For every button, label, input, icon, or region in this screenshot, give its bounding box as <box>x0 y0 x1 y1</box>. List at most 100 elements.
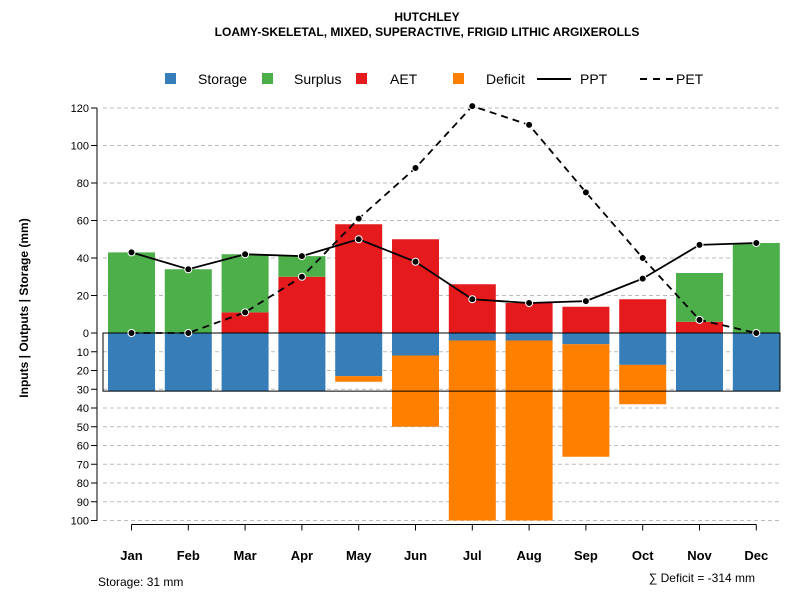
bar-deficit-Sep <box>562 344 610 457</box>
bar-deficit-May <box>335 376 383 382</box>
point-pet-May <box>354 214 363 223</box>
x-tick-label-Jul: Jul <box>463 548 482 563</box>
point-ppt-Sep <box>581 297 590 306</box>
bar-deficit-Jul <box>448 340 496 521</box>
point-ppt-May <box>354 235 363 244</box>
bar-aet-Jul <box>448 284 496 333</box>
x-tick-label-Sep: Sep <box>574 548 598 563</box>
bar-aet-Jun <box>392 239 439 333</box>
y-tick-label: 40 <box>77 403 89 415</box>
x-tick-label-Feb: Feb <box>177 548 200 563</box>
y-tick-label: 120 <box>71 103 89 115</box>
legend-swatch-deficit <box>453 73 464 84</box>
point-pet-Apr <box>297 272 306 281</box>
bar-storage-Apr <box>278 333 326 392</box>
y-tick-label: 70 <box>77 459 89 471</box>
legend-label-surplus: Surplus <box>294 71 341 87</box>
bar-aet-Aug <box>505 303 553 333</box>
bar-storage-Jan <box>108 333 155 392</box>
point-ppt-Jul <box>468 295 477 304</box>
x-tick-label-Mar: Mar <box>234 548 257 563</box>
storage-annotation: Storage: 31 mm <box>98 575 183 589</box>
bar-aet-Nov <box>676 321 723 333</box>
point-ppt-Mar <box>241 250 250 259</box>
point-pet-Nov <box>695 315 704 324</box>
point-pet-Jul <box>468 102 477 111</box>
x-tick-label-Nov: Nov <box>687 548 712 563</box>
y-tick-label: 20 <box>77 291 89 303</box>
y-tick-label: 90 <box>77 497 89 509</box>
bar-surplus-Jan <box>108 252 155 333</box>
x-tick-label-May: May <box>346 548 372 563</box>
x-tick-label-Jan: Jan <box>120 548 142 563</box>
legend-label-deficit: Deficit <box>486 71 525 87</box>
y-tick-label: 20 <box>77 366 89 378</box>
point-ppt-Apr <box>297 252 306 261</box>
bar-surplus-Dec <box>732 243 780 333</box>
legend-swatch-surplus <box>262 73 273 84</box>
point-pet-Oct <box>638 254 647 262</box>
point-ppt-Nov <box>695 240 704 249</box>
x-tick-label-Jun: Jun <box>404 548 427 563</box>
bar-storage-Sep <box>562 333 610 345</box>
chart-title: HUTCHLEY <box>394 10 459 24</box>
chart-subtitle: LOAMY-SKELETAL, MIXED, SUPERACTIVE, FRIG… <box>215 25 640 39</box>
bar-storage-Nov <box>676 333 723 392</box>
bar-surplus-Nov <box>676 273 723 322</box>
y-axis-label: Inputs | Outputs | Storage (mm) <box>17 218 31 397</box>
bar-storage-Oct <box>619 333 667 365</box>
bar-storage-May <box>335 333 383 377</box>
bar-storage-Dec <box>732 333 780 392</box>
point-ppt-Feb <box>184 265 193 274</box>
x-tick-label-Oct: Oct <box>632 548 654 563</box>
bar-aet-Sep <box>562 306 610 333</box>
y-tick-label: 40 <box>77 253 89 265</box>
x-tick-label-Apr: Apr <box>291 548 313 563</box>
point-pet-Feb <box>184 329 193 337</box>
legend-label-pet: PET <box>676 71 704 87</box>
bar-storage-Jul <box>448 333 496 341</box>
x-tick-label-Dec: Dec <box>744 548 768 563</box>
bar-storage-Jun <box>392 333 439 356</box>
y-tick-label: 80 <box>77 178 89 190</box>
point-ppt-Jan <box>127 248 136 257</box>
bar-deficit-Oct <box>619 364 667 405</box>
point-pet-Aug <box>525 120 534 129</box>
y-tick-label: 80 <box>77 478 89 490</box>
point-pet-Sep <box>581 188 590 197</box>
bar-aet-Oct <box>619 299 667 333</box>
bar-storage-Mar <box>221 333 269 392</box>
point-pet-Jan <box>127 329 136 337</box>
point-pet-Dec <box>752 329 761 337</box>
line-ppt <box>131 238 757 304</box>
bar-surplus-Apr <box>278 256 326 277</box>
line-pet <box>131 105 757 334</box>
y-tick-label: 60 <box>77 441 89 453</box>
x-tick-label-Aug: Aug <box>516 548 541 563</box>
point-ppt-Oct <box>638 274 647 283</box>
bar-surplus-Mar <box>221 254 269 313</box>
point-ppt-Aug <box>525 299 534 307</box>
point-pet-Mar <box>241 308 250 317</box>
point-ppt-Jun <box>411 257 420 266</box>
point-ppt-Dec <box>752 239 761 247</box>
y-tick-label: 10 <box>77 347 89 359</box>
point-pet-Jun <box>411 164 420 172</box>
legend-label-aet: AET <box>390 71 418 87</box>
bar-aet-Apr <box>278 276 326 333</box>
bar-storage-Aug <box>505 333 553 341</box>
legend-label-ppt: PPT <box>580 71 608 87</box>
bar-surplus-Feb <box>164 269 212 333</box>
legend-swatch-storage <box>165 73 176 84</box>
bar-deficit-Aug <box>505 340 553 521</box>
y-tick-label: 50 <box>77 422 89 434</box>
legend-label-storage: Storage <box>198 71 247 87</box>
y-tick-label: 100 <box>71 516 89 528</box>
deficit-annotation: ∑ Deficit = -314 mm <box>649 571 755 585</box>
y-tick-label: 30 <box>77 384 89 396</box>
y-tick-label: 60 <box>77 216 89 228</box>
bar-aet-Mar <box>221 312 269 333</box>
legend-swatch-aet <box>356 73 367 84</box>
y-tick-label: 100 <box>71 141 89 153</box>
